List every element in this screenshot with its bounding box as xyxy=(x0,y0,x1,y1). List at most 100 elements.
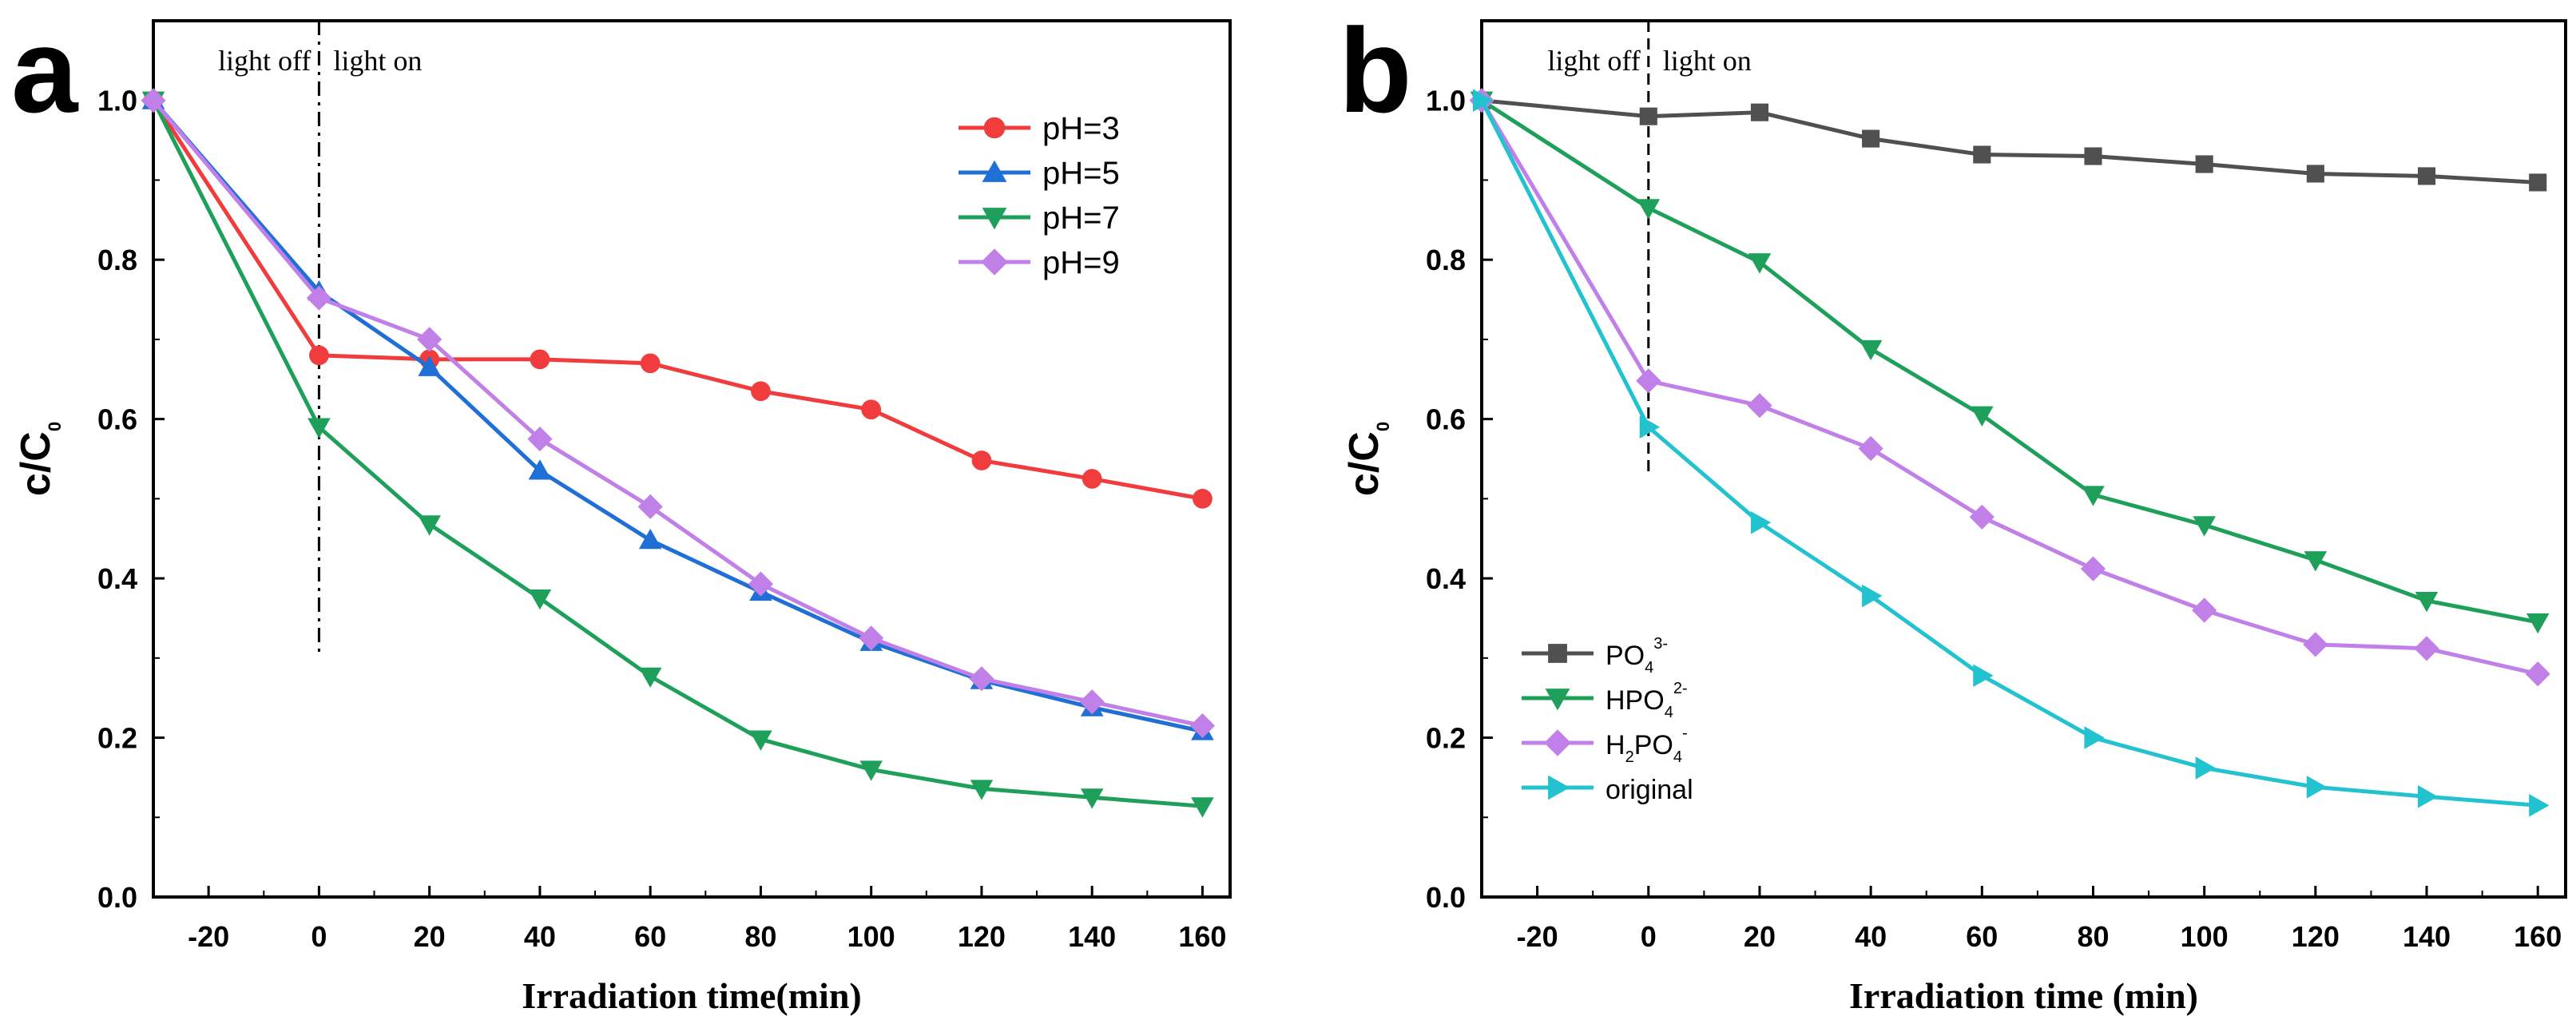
legend-marker xyxy=(981,248,1008,276)
data-point xyxy=(969,666,994,692)
data-point xyxy=(2082,486,2105,506)
data-point xyxy=(1750,103,1768,121)
data-point xyxy=(528,589,552,610)
legend-item: HPO42- xyxy=(1522,680,1688,721)
data-point xyxy=(638,667,662,689)
data-point xyxy=(418,515,441,536)
legend-label: H2PO4- xyxy=(1606,724,1688,766)
series-line xyxy=(1480,98,2538,625)
legend-marker xyxy=(982,160,1007,182)
data-point xyxy=(1858,435,1883,462)
x-tick-label: 140 xyxy=(2403,920,2451,953)
x-tick-label: -20 xyxy=(1517,920,1558,953)
panel-b-y-label-sub: 0 xyxy=(1373,422,1393,431)
x-tick-label: 100 xyxy=(2181,920,2229,953)
legend-marker xyxy=(1548,644,1567,663)
data-point xyxy=(1189,712,1216,739)
x-tick-label: 40 xyxy=(524,920,556,953)
data-point xyxy=(306,285,331,311)
data-point xyxy=(309,345,329,366)
panel-a-axis-ticks: -20 0 20 40 60 80 100 120 140 160 0.0 0.2 0.4 0.6 0.8 1… xyxy=(97,20,1226,953)
series-2 xyxy=(1470,91,2550,634)
x-tick-label: 20 xyxy=(414,920,446,953)
data-point xyxy=(1079,689,1105,715)
data-point xyxy=(2195,155,2213,173)
panel-a-y-label-main: c/C xyxy=(13,431,59,496)
data-point xyxy=(418,355,441,376)
x-tick-label: 0 xyxy=(1641,920,1657,953)
data-point xyxy=(1636,368,1661,394)
legend-marker xyxy=(983,117,1006,139)
panel-a-light-off-label: light off xyxy=(218,45,311,77)
data-point xyxy=(971,450,992,470)
y-tick-label: 0.2 xyxy=(97,722,137,755)
y-tick-label: 0.0 xyxy=(1426,881,1466,914)
panel-letter-b: b xyxy=(1339,3,1412,137)
y-tick-label: 0.6 xyxy=(1426,403,1466,436)
series-3 xyxy=(1469,88,2550,687)
panel-b: b -20 0 20 40 60 80 100 120 140 160 0.0 0.2 0.4 0.6 0.… xyxy=(1339,3,2567,1016)
data-point xyxy=(1082,469,1102,489)
data-point xyxy=(1472,89,1494,113)
series-line xyxy=(152,99,1203,728)
legend-label: pH=9 xyxy=(1042,245,1120,280)
data-point xyxy=(1748,253,1772,274)
x-tick-label: 140 xyxy=(1068,920,1116,953)
data-point xyxy=(1193,489,1213,509)
data-point xyxy=(1973,145,1991,164)
data-point xyxy=(530,349,550,370)
panel-a-legend: pH=3 pH=5 pH=7 pH=9 xyxy=(959,111,1120,280)
legend-label: pH=5 xyxy=(1042,156,1120,191)
data-point xyxy=(748,571,774,597)
data-point xyxy=(527,426,553,452)
legend-label: PO43- xyxy=(1606,635,1668,677)
series-line xyxy=(152,99,1203,734)
legend-item: H2PO4- xyxy=(1522,724,1688,766)
panel-b-y-label-main: c/C xyxy=(1341,431,1387,496)
data-point xyxy=(2525,661,2550,687)
x-tick-label: 60 xyxy=(1966,920,1998,953)
series-line xyxy=(1481,98,2538,185)
x-tick-label: 80 xyxy=(744,920,776,953)
data-point xyxy=(1191,797,1214,818)
data-point xyxy=(640,353,661,374)
series-line xyxy=(151,99,1203,808)
x-tick-label: 80 xyxy=(2077,920,2109,953)
panel-b-legend: PO43-HPO42-H2PO4- original xyxy=(1522,635,1693,805)
panel-a-x-axis-label: Irradiation time(min) xyxy=(522,975,861,1016)
series-line xyxy=(151,99,1203,501)
data-point xyxy=(1969,504,1995,530)
series-4 xyxy=(141,88,1216,739)
data-point xyxy=(2193,516,2216,537)
panel-b-light-off-label: light off xyxy=(1547,45,1640,77)
data-point xyxy=(2303,632,2328,657)
series-1 xyxy=(143,90,1213,509)
x-tick-label: 160 xyxy=(1178,920,1226,953)
panel-b-axis-ticks: -20 0 20 40 60 80 100 120 140 160 0.0 0.2 0.4 0.6 0.8 1… xyxy=(1426,20,2562,953)
data-point xyxy=(528,459,552,480)
data-point xyxy=(1637,199,1661,220)
panel-a-y-label-sub: 0 xyxy=(45,422,65,431)
panel-b-series-group xyxy=(1469,88,2550,817)
x-tick-label: 20 xyxy=(1744,920,1776,953)
data-point xyxy=(1862,129,1880,148)
x-tick-label: 160 xyxy=(2514,920,2562,953)
data-point xyxy=(749,730,772,751)
data-point xyxy=(2529,173,2547,192)
data-point xyxy=(859,625,884,651)
x-tick-label: 120 xyxy=(958,920,1006,953)
series-1 xyxy=(1472,91,2547,192)
data-point xyxy=(2417,167,2436,185)
data-point xyxy=(861,399,882,420)
data-point xyxy=(2084,147,2102,165)
y-tick-label: 0.0 xyxy=(97,881,137,914)
data-point xyxy=(2192,597,2217,623)
y-tick-label: 0.8 xyxy=(97,244,137,276)
panel-letter-a: a xyxy=(11,3,79,137)
legend-label: pH=7 xyxy=(1042,200,1120,236)
data-point xyxy=(2306,776,2328,799)
data-point xyxy=(638,528,662,550)
x-tick-label: 120 xyxy=(2292,920,2340,953)
data-point xyxy=(2414,636,2439,661)
